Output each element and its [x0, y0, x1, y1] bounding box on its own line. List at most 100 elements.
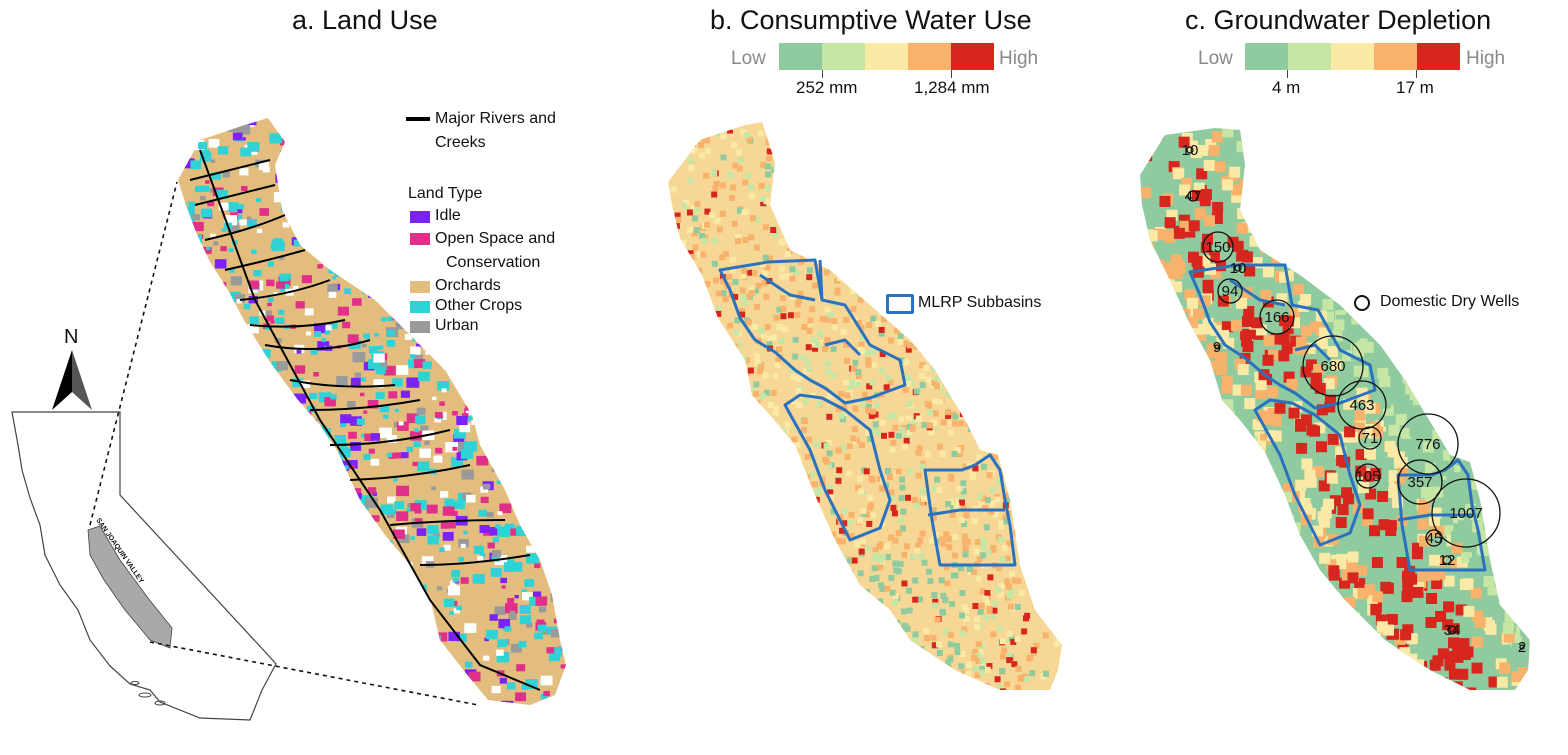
water-use-cell: [716, 331, 723, 338]
water-use-cell: [742, 179, 749, 186]
water-use-cell: [1033, 642, 1040, 649]
water-use-cell: [946, 544, 953, 551]
water-use-cell: [1047, 358, 1054, 365]
water-use-cell: [835, 447, 842, 454]
groundwater-cell: [1478, 503, 1490, 515]
water-use-cell: [732, 162, 739, 169]
water-use-cell: [860, 508, 867, 515]
groundwater-cell: [1148, 268, 1160, 280]
land-use-patch: [442, 678, 454, 687]
water-use-cell: [730, 513, 737, 520]
water-use-cell: [932, 167, 939, 174]
land-use-patch: [310, 520, 317, 526]
water-use-cell: [1045, 150, 1052, 157]
land-use-patch: [260, 456, 270, 464]
water-use-cell: [855, 369, 862, 376]
groundwater-cell: [1314, 679, 1326, 690]
groundwater-cell: [1368, 687, 1380, 690]
land-use-patch: [348, 657, 360, 667]
groundwater-cell: [1435, 438, 1447, 450]
land-use-patch: [198, 142, 208, 150]
water-use-cell: [944, 368, 951, 375]
groundwater-cell: [1179, 575, 1191, 587]
groundwater-cell: [1383, 393, 1395, 405]
water-use-cell: [786, 641, 793, 648]
water-use-cell: [919, 276, 926, 283]
groundwater-cell: [1222, 399, 1234, 411]
land-use-patch: [237, 591, 246, 598]
water-use-cell: [887, 379, 894, 386]
groundwater-cell: [1519, 681, 1530, 690]
land-use-patch: [279, 273, 289, 282]
water-use-cell: [878, 485, 885, 492]
land-use-patch: [273, 612, 283, 620]
water-use-cell: [869, 476, 876, 483]
water-use-cell: [815, 177, 822, 184]
water-use-cell: [1062, 145, 1068, 151]
water-use-cell: [902, 127, 909, 134]
groundwater-cell: [1512, 299, 1524, 311]
groundwater-cell: [1512, 147, 1524, 159]
water-use-cell: [1039, 434, 1046, 441]
water-use-cell: [862, 638, 869, 645]
land-use-patch: [377, 555, 384, 562]
land-use-patch: [344, 662, 351, 668]
water-use-cell: [704, 487, 711, 494]
water-use-cell: [677, 141, 684, 148]
groundwater-cell: [1251, 317, 1263, 329]
water-use-cell: [839, 444, 846, 451]
water-use-cell: [1053, 641, 1060, 648]
water-use-cell: [806, 436, 813, 443]
water-use-cell: [998, 523, 1005, 530]
land-use-patch: [537, 532, 551, 543]
land-use-patch: [410, 346, 421, 355]
groundwater-cell: [1242, 221, 1254, 233]
water-use-cell: [997, 536, 1004, 543]
water-use-cell: [686, 296, 693, 303]
land-use-patch: [497, 526, 511, 537]
groundwater-cell: [1173, 439, 1185, 451]
water-use-cell: [863, 162, 870, 169]
groundwater-cell: [1194, 547, 1206, 559]
water-use-cell: [1032, 418, 1039, 425]
water-use-cell: [763, 198, 770, 205]
groundwater-cell: [1392, 200, 1404, 212]
water-use-cell: [694, 507, 701, 514]
groundwater-cell: [1424, 171, 1436, 183]
land-use-patch: [227, 309, 238, 318]
land-use-patch: [262, 551, 275, 562]
groundwater-cell: [1386, 179, 1398, 191]
water-use-cell: [766, 125, 773, 132]
water-use-cell: [973, 548, 980, 555]
land-use-patch: [496, 652, 510, 663]
groundwater-cell: [1309, 608, 1321, 620]
water-use-cell: [901, 654, 908, 661]
groundwater-cell: [1521, 495, 1530, 507]
water-use-cell: [945, 659, 952, 666]
water-use-cell: [837, 390, 844, 397]
water-use-cell: [722, 632, 729, 639]
land-use-patch: [386, 693, 394, 700]
water-use-cell: [686, 209, 693, 216]
water-use-cell: [933, 538, 940, 545]
water-use-cell: [832, 626, 839, 633]
water-use-cell: [937, 299, 944, 306]
groundwater-cell: [1192, 266, 1204, 278]
groundwater-cell: [1475, 128, 1487, 139]
water-use-cell: [1052, 445, 1059, 452]
land-use-patch: [248, 280, 260, 289]
water-use-cell: [740, 439, 747, 446]
water-use-cell: [954, 253, 961, 260]
groundwater-cell: [1433, 230, 1445, 242]
land-use-patch: [526, 132, 535, 140]
water-use-cell: [948, 475, 955, 482]
water-use-cell: [884, 677, 891, 684]
land-use-patch: [525, 319, 533, 325]
groundwater-cell: [1291, 637, 1303, 649]
water-use-cell: [822, 221, 829, 228]
water-use-cell: [746, 394, 753, 401]
water-use-cell: [1013, 196, 1020, 203]
land-use-patch: [507, 597, 515, 604]
water-use-cell: [923, 210, 930, 217]
land-use-patch: [434, 417, 442, 423]
